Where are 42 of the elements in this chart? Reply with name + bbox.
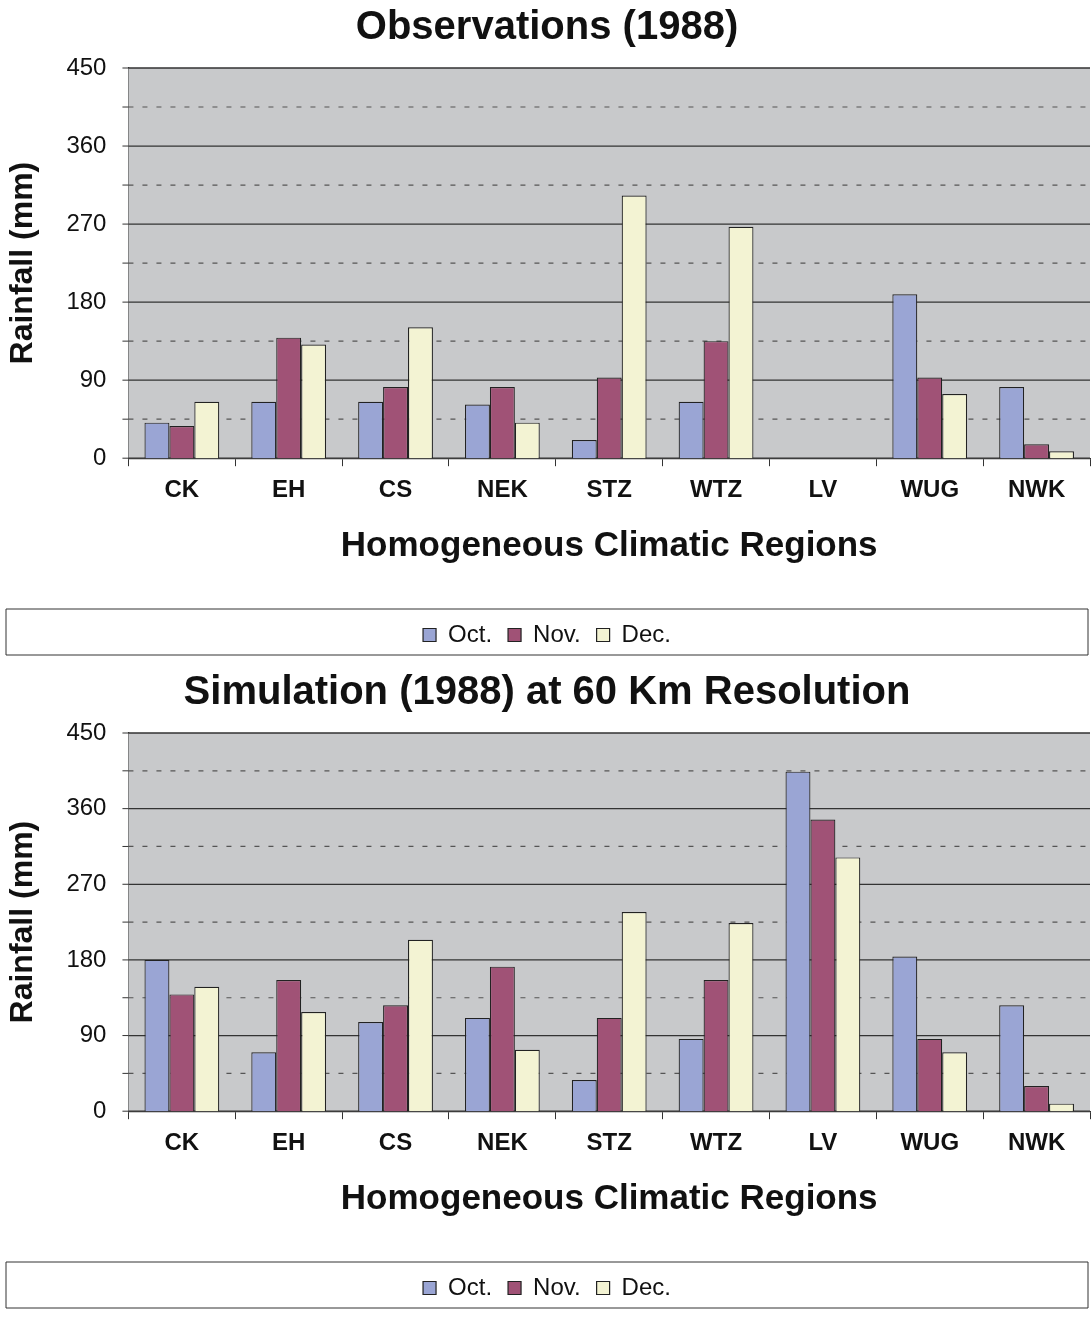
x-tick-label: STZ bbox=[586, 1128, 632, 1156]
y-axis-title: Rainfall (mm) bbox=[3, 820, 40, 1024]
x-tick-label: CS bbox=[378, 475, 413, 503]
y-tick-label: 450 bbox=[66, 717, 107, 745]
x-tick-label: WTZ bbox=[690, 1128, 743, 1156]
legend-label: Nov. bbox=[533, 1272, 581, 1300]
legend-label: Dec. bbox=[621, 1272, 671, 1300]
y-tick-label: 360 bbox=[66, 130, 107, 158]
y-tick-label: 90 bbox=[79, 1020, 107, 1048]
x-tick-label: WUG bbox=[900, 475, 960, 503]
legend-label: Dec. bbox=[621, 619, 671, 647]
x-tick-label: LV bbox=[808, 475, 838, 503]
x-tick-label: CK bbox=[164, 475, 200, 503]
chart-title: Observations (1988) bbox=[355, 3, 739, 48]
y-tick-label: 90 bbox=[79, 364, 107, 392]
y-tick-label: 270 bbox=[66, 868, 107, 896]
y-axis-title: Rainfall (mm) bbox=[3, 161, 40, 365]
x-tick-label: LV bbox=[808, 1128, 838, 1156]
x-tick-label: CS bbox=[378, 1128, 413, 1156]
x-axis-title: Homogeneous Climatic Regions bbox=[340, 1176, 878, 1216]
chart-title: Simulation (1988) at 60 Km Resolution bbox=[183, 668, 911, 713]
x-tick-label: STZ bbox=[586, 475, 632, 503]
x-tick-label: NEK bbox=[477, 1128, 529, 1156]
legend-label: Oct. bbox=[448, 1272, 493, 1300]
legend-label: Nov. bbox=[533, 619, 581, 647]
y-tick-label: 0 bbox=[93, 442, 107, 470]
y-tick-label: 180 bbox=[66, 944, 107, 972]
x-tick-label: NWK bbox=[1007, 475, 1066, 503]
x-tick-label: CK bbox=[164, 1128, 200, 1156]
y-tick-label: 450 bbox=[66, 52, 107, 80]
x-tick-label: NWK bbox=[1007, 1128, 1066, 1156]
y-tick-label: 180 bbox=[66, 286, 107, 314]
y-tick-label: 360 bbox=[66, 793, 107, 821]
x-tick-label: WUG bbox=[900, 1128, 960, 1156]
x-tick-label: NEK bbox=[477, 475, 529, 503]
x-axis-title: Homogeneous Climatic Regions bbox=[340, 523, 878, 563]
x-tick-label: WTZ bbox=[690, 475, 743, 503]
x-tick-label: EH bbox=[272, 475, 306, 503]
y-tick-label: 270 bbox=[66, 208, 107, 236]
legend-label: Oct. bbox=[448, 619, 493, 647]
y-tick-label: 0 bbox=[93, 1095, 107, 1123]
x-tick-label: EH bbox=[272, 1128, 306, 1156]
